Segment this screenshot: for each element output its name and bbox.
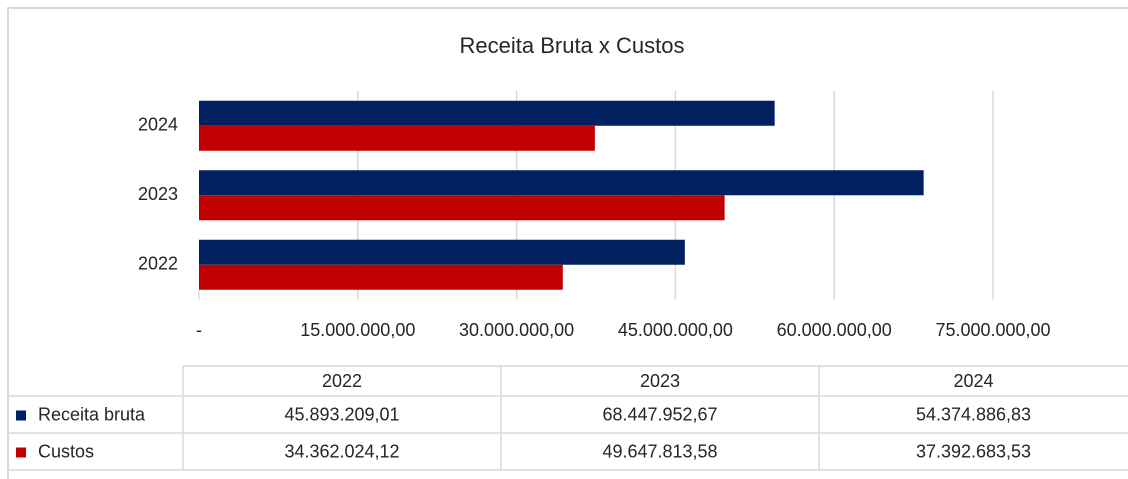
table-header: 2022 — [322, 371, 362, 391]
bar — [199, 195, 725, 221]
x-tick-label: - — [196, 320, 202, 340]
chart-title: Receita Bruta x Custos — [460, 33, 685, 58]
bar — [199, 100, 775, 126]
y-tick-label: 2022 — [138, 254, 178, 274]
table-cell: 68.447.952,67 — [602, 404, 717, 424]
table-cell: 49.647.813,58 — [602, 441, 717, 461]
bar — [199, 239, 685, 265]
bar — [199, 170, 924, 196]
table-cell: 45.893.209,01 — [284, 404, 399, 424]
x-tick-label: 30.000.000,00 — [459, 320, 574, 340]
legend-swatch — [16, 410, 26, 421]
table-cell: 34.362.024,12 — [284, 441, 399, 461]
y-tick-label: 2023 — [138, 184, 178, 204]
legend-label: Custos — [38, 441, 94, 461]
table-cell: 54.374.886,83 — [916, 404, 1031, 424]
table-header: 2024 — [953, 371, 993, 391]
x-tick-label: 45.000.000,00 — [618, 320, 733, 340]
bar — [199, 264, 563, 290]
x-tick-label: 60.000.000,00 — [777, 320, 892, 340]
table-header: 2023 — [640, 371, 680, 391]
table-cell: 37.392.683,53 — [916, 441, 1031, 461]
bar — [199, 125, 595, 151]
x-tick-label: 15.000.000,00 — [300, 320, 415, 340]
legend-label: Receita bruta — [38, 404, 146, 424]
y-tick-label: 2024 — [138, 115, 178, 135]
x-tick-label: 75.000.000,00 — [935, 320, 1050, 340]
legend-swatch — [16, 447, 26, 458]
